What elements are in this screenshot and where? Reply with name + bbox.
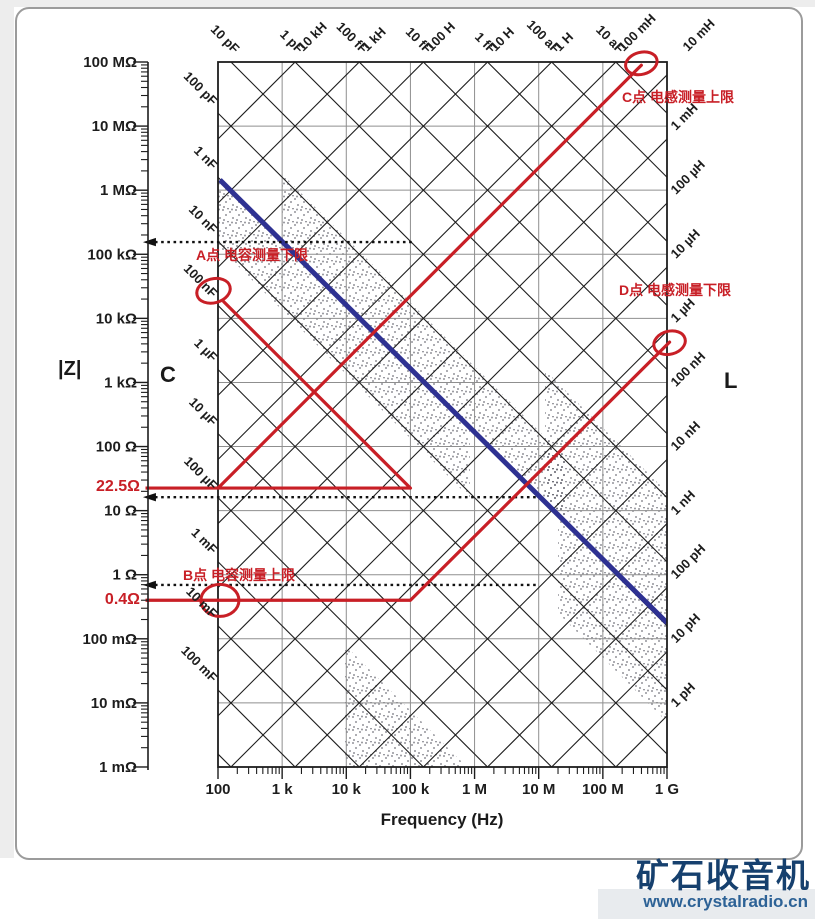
l-scale-value: 10 pH [668, 610, 704, 646]
marker-circle-point-a [195, 276, 232, 305]
inductance-scale-label: L [724, 368, 738, 393]
annotation-point-a: A点 电容测量下限 [196, 247, 308, 263]
annotation-point-c: C点 电感测量上限 [622, 89, 734, 105]
c-scale-value: 10 mF [183, 584, 220, 621]
l-scale-value: 100 µH [668, 157, 708, 197]
z-tick-label: 10 Ω [104, 503, 137, 520]
c-scale-value: 1 nF [191, 143, 221, 173]
z-tick-label: 10 mΩ [91, 695, 137, 712]
l-scale-value: 10 nH [668, 418, 704, 454]
page-top-margin [0, 0, 815, 7]
stipple-band [558, 518, 667, 722]
freq-tick-label: 100 k [392, 781, 430, 798]
freq-tick-label: 100 [205, 781, 230, 798]
c-scale-value: 10 µF [186, 394, 220, 428]
l-scale-value: 1 pH [668, 679, 699, 710]
blue-boundary-line [218, 178, 667, 625]
annotation-point-b: B点 电容测量上限 [183, 567, 295, 583]
arrowhead-icon [142, 580, 156, 590]
arrowhead-icon [142, 237, 156, 247]
z-tick-label: 1 Ω [112, 567, 137, 584]
watermark-url: www.crystalradio.cn [643, 892, 808, 911]
freq-tick-label: 1 M [462, 781, 487, 798]
freq-tick-label: 1 G [655, 781, 679, 798]
c-scale-value: 100 mF [178, 643, 220, 685]
c-scale-value: 1 µF [191, 335, 220, 364]
marker-circle-point-d [652, 329, 687, 357]
stipple-band [282, 174, 565, 525]
frequency-axis-label: Frequency (Hz) [380, 810, 504, 829]
plot-frame [217, 61, 668, 768]
l-scale-value: 10 kH [295, 19, 330, 54]
c-scale-value: 10 pF [208, 21, 243, 56]
marker-circle-point-b [199, 582, 241, 618]
watermark-title: 矿石收音机 [636, 857, 811, 894]
z-limit-0-4-ohm: 0.4Ω [104, 591, 140, 608]
z-tick-label: 10 MΩ [92, 118, 137, 135]
l-scale-value: 100 mH [615, 11, 658, 54]
l-scale-value: 100 H [423, 19, 458, 54]
z-tick-label: 1 mΩ [99, 759, 137, 776]
l-scale-value: 10 mH [679, 16, 717, 54]
freq-tick-label: 1 k [272, 781, 294, 798]
z-limit-22-5-ohm: 22.5Ω [96, 478, 140, 495]
l-scale-value: 10 µH [668, 226, 703, 261]
impedance-axis-label: |Z| [58, 358, 82, 380]
marker-circle-point-c [624, 50, 659, 77]
c-scale-value: 100 pF [181, 69, 221, 109]
annotation-point-d: D点 电感测量下限 [619, 282, 731, 298]
c-scale-value: 100 nF [181, 261, 221, 301]
z-tick-label: 100 MΩ [83, 54, 137, 71]
z-tick-label: 100 Ω [96, 439, 137, 456]
c-scale-value: 10 nF [186, 202, 221, 237]
freq-tick-label: 10 M [522, 781, 555, 798]
page-left-margin [0, 0, 14, 858]
red-line-a-descent [222, 300, 413, 490]
freq-tick-label: 100 M [582, 781, 624, 798]
freq-tick-label: 10 k [332, 781, 362, 798]
arrowhead-icon [142, 492, 156, 502]
capacitance-scale-label: C [160, 362, 176, 387]
red-line-rise-to-d [408, 340, 672, 602]
l-scale-value: 100 pH [668, 541, 709, 582]
stipple-band [345, 645, 467, 767]
stipple-band [218, 178, 470, 498]
z-tick-label: 100 kΩ [87, 246, 137, 263]
c-scale-value: 1 mF [188, 525, 220, 557]
z-tick-label: 100 mΩ [82, 631, 137, 648]
watermark-band [598, 889, 815, 919]
red-line-rise-to-c [216, 63, 643, 490]
z-tick-label: 1 MΩ [100, 182, 137, 199]
z-tick-label: 1 kΩ [104, 374, 137, 391]
z-tick-label: 10 kΩ [96, 310, 137, 327]
l-scale-value: 1 nH [668, 487, 699, 518]
